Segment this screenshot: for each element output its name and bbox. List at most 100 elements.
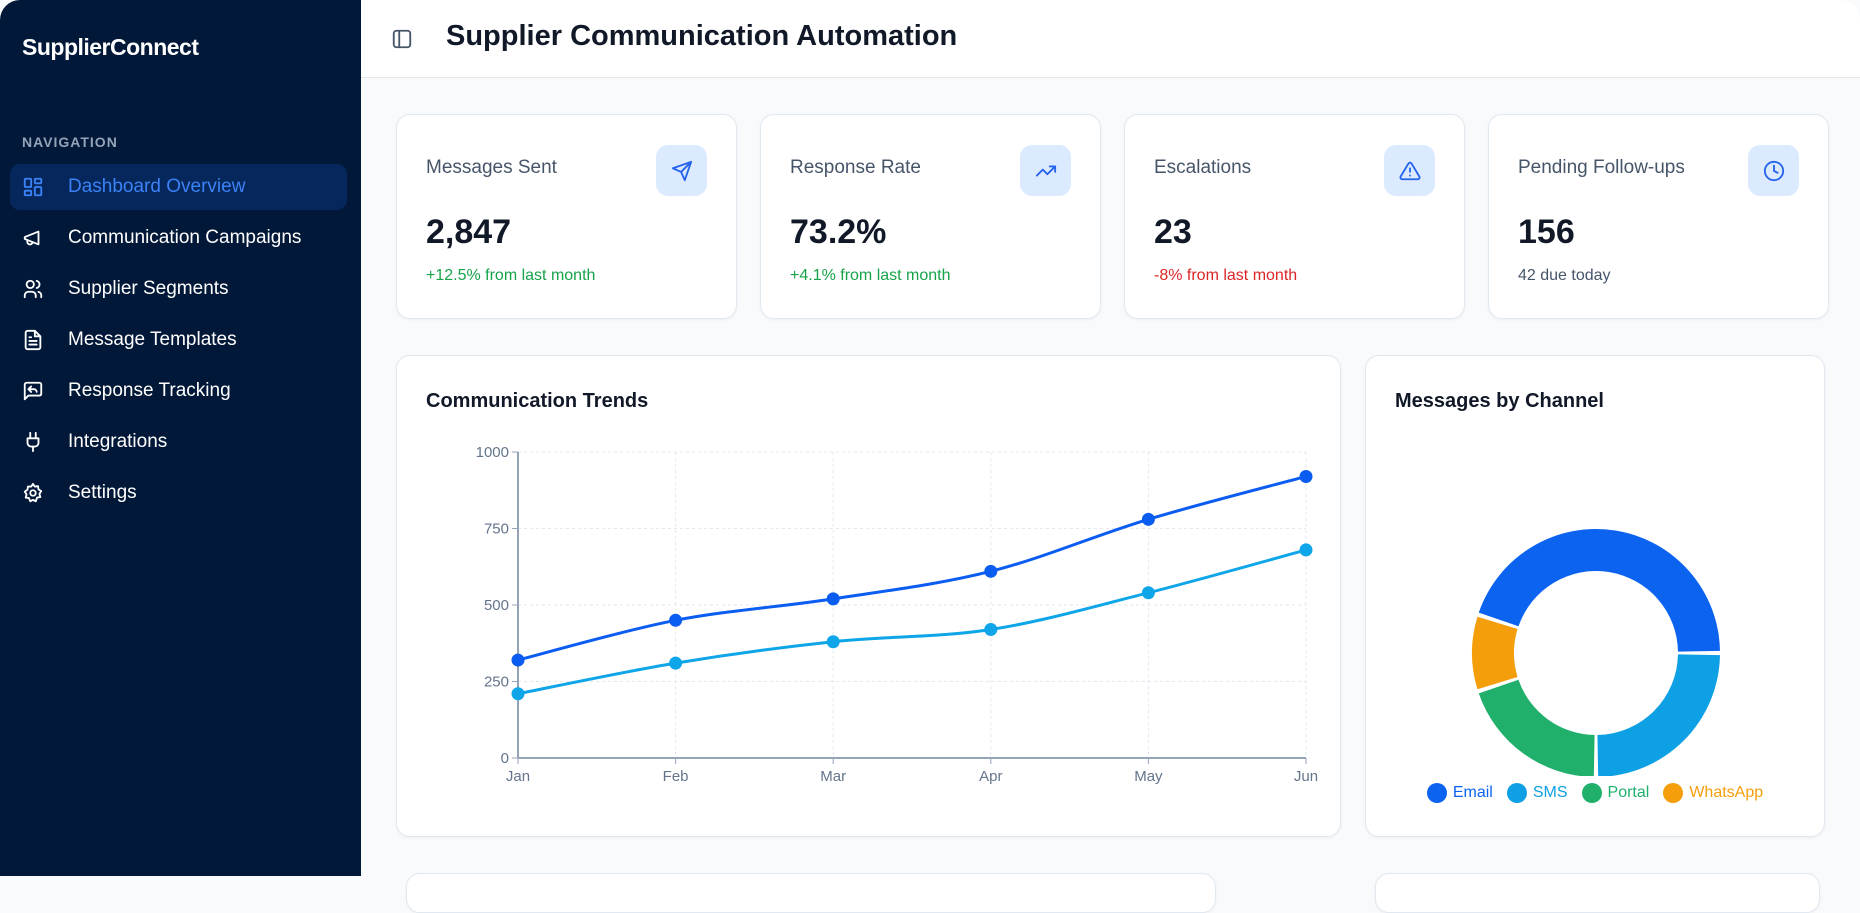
series-1-point[interactable] <box>511 653 525 667</box>
dashboard-icon <box>23 177 43 197</box>
legend-swatch <box>1663 783 1684 803</box>
sidebar-item-label: Dashboard Overview <box>68 176 246 197</box>
stat-change: -8% from last month <box>1154 267 1298 284</box>
clock-icon <box>1763 160 1784 181</box>
stat-value: 2,847 <box>426 213 512 251</box>
header: Supplier Communication Automation <box>361 0 1860 78</box>
legend-item-whatsapp[interactable]: WhatsApp <box>1663 783 1763 803</box>
stat-card-pending-follow-ups: Pending Follow-ups 156 42 due today <box>1488 114 1829 319</box>
series-2-point[interactable] <box>984 622 998 636</box>
page-title: Supplier Communication Automation <box>446 20 958 52</box>
send-icon <box>671 160 692 181</box>
donut-chart <box>1472 529 1720 776</box>
slice-sms[interactable] <box>1597 654 1720 776</box>
file-text-icon <box>24 329 42 351</box>
series-2-point[interactable] <box>1141 586 1155 600</box>
sidebar-item-integrations[interactable]: Integrations <box>10 419 347 465</box>
series-2-point[interactable] <box>1299 543 1313 557</box>
series-2-point[interactable] <box>826 635 840 649</box>
bottom-card-left <box>406 873 1216 913</box>
series-1-point[interactable] <box>1141 512 1155 526</box>
stat-change: +4.1% from last month <box>790 267 951 284</box>
users-icon <box>23 279 43 299</box>
stat-card-escalations: Escalations 23 -8% from last month <box>1124 114 1465 319</box>
series-1-point[interactable] <box>669 613 683 627</box>
gear-icon <box>23 482 43 503</box>
brand-logo: SupplierConnect <box>22 34 199 60</box>
stat-label: Escalations <box>1154 157 1252 178</box>
series-1-line <box>517 475 1307 662</box>
series-1-point[interactable] <box>1299 469 1313 483</box>
sidebar-item-label: Supplier Segments <box>68 278 229 299</box>
sidebar-item-settings[interactable]: Settings <box>10 470 347 516</box>
stat-value: 156 <box>1518 213 1575 251</box>
trending-up-icon <box>1035 165 1056 176</box>
stat-label: Messages Sent <box>426 157 557 178</box>
alert-triangle-icon <box>1399 161 1420 180</box>
legend-item-email[interactable]: Email <box>1426 783 1493 803</box>
nav-section-label: NAVIGATION <box>22 134 118 150</box>
stat-value: 73.2% <box>790 213 887 251</box>
chart-legend: Email SMS Portal WhatsApp <box>1366 783 1824 803</box>
sidebar-item-label: Message Templates <box>68 329 237 350</box>
sidebar-item-label: Settings <box>68 482 137 503</box>
stat-icon-badge <box>1384 145 1435 196</box>
stat-change: 42 due today <box>1518 267 1611 284</box>
legend-label: SMS <box>1532 784 1568 801</box>
legend-label: Email <box>1452 784 1493 801</box>
slice-email[interactable] <box>1478 529 1720 652</box>
sidebar: SupplierConnect NAVIGATION Dashboard Ove… <box>0 0 361 876</box>
y-tick-label: 750 <box>484 521 509 538</box>
x-tick-label: Jun <box>1294 768 1318 785</box>
series-1-point[interactable] <box>826 592 840 606</box>
y-tick-label: 1000 <box>476 444 509 461</box>
x-tick-label: Apr <box>979 768 1002 785</box>
sidebar-item-message-templates[interactable]: Message Templates <box>10 317 347 363</box>
sidebar-item-label: Integrations <box>68 431 168 452</box>
y-tick-label: 250 <box>484 674 509 691</box>
chart-title: Messages by Channel <box>1395 390 1604 412</box>
chart-title: Communication Trends <box>426 390 649 412</box>
sidebar-item-label: Response Tracking <box>68 380 231 401</box>
x-tick-label: Jan <box>506 768 530 785</box>
slice-whatsapp[interactable] <box>1472 616 1518 690</box>
stat-card-response-rate: Response Rate 73.2% +4.1% from last mont… <box>760 114 1101 319</box>
x-tick-label: Mar <box>820 768 846 785</box>
sidebar-item-response-tracking[interactable]: Response Tracking <box>10 368 347 414</box>
legend-swatch <box>1426 783 1447 803</box>
legend-label: WhatsApp <box>1689 784 1764 801</box>
message-reply-icon <box>23 381 43 401</box>
stat-icon-badge <box>1748 145 1799 196</box>
stat-change: +12.5% from last month <box>426 267 596 284</box>
series-2-point[interactable] <box>511 687 525 701</box>
x-tick-label: May <box>1134 768 1163 785</box>
sidebar-item-label: Communication Campaigns <box>68 227 302 248</box>
stat-icon-badge <box>1020 145 1071 196</box>
legend-label: Portal <box>1607 784 1650 801</box>
sidebar-item-communication-campaigns[interactable]: Communication Campaigns <box>10 215 347 261</box>
stat-card-messages-sent: Messages Sent 2,847 +12.5% from last mon… <box>396 114 737 319</box>
slice-portal[interactable] <box>1478 679 1595 776</box>
legend-swatch <box>1581 783 1602 803</box>
series-2-point[interactable] <box>669 656 683 670</box>
sidebar-item-dashboard-overview[interactable]: Dashboard Overview <box>10 164 347 210</box>
x-tick-label: Feb <box>663 768 689 785</box>
stat-label: Response Rate <box>790 157 921 178</box>
y-tick-label: 0 <box>501 750 509 767</box>
stat-icon-badge <box>656 145 707 196</box>
bottom-card-right <box>1375 873 1820 913</box>
megaphone-icon <box>23 230 40 246</box>
stat-value: 23 <box>1154 213 1192 251</box>
legend-item-sms[interactable]: SMS <box>1506 783 1568 803</box>
series-1-point[interactable] <box>984 564 998 578</box>
stat-label: Pending Follow-ups <box>1518 157 1685 178</box>
y-tick-label: 500 <box>484 597 509 614</box>
sidebar-item-supplier-segments[interactable]: Supplier Segments <box>10 266 347 312</box>
plug-icon <box>26 431 40 453</box>
sidebar-toggle-icon[interactable] <box>391 28 413 50</box>
legend-item-portal[interactable]: Portal <box>1581 783 1650 803</box>
communication-trends-card: Communication Trends 0 250 500 750 1000 Jan Fe… <box>396 355 1341 837</box>
line-chart: 0 250 500 750 1000 Jan Feb Mar Apr May Jun <box>476 444 1318 785</box>
legend-swatch <box>1506 783 1527 803</box>
messages-by-channel-card: Messages by Channel Email SMS Portal WhatsA… <box>1365 355 1825 837</box>
